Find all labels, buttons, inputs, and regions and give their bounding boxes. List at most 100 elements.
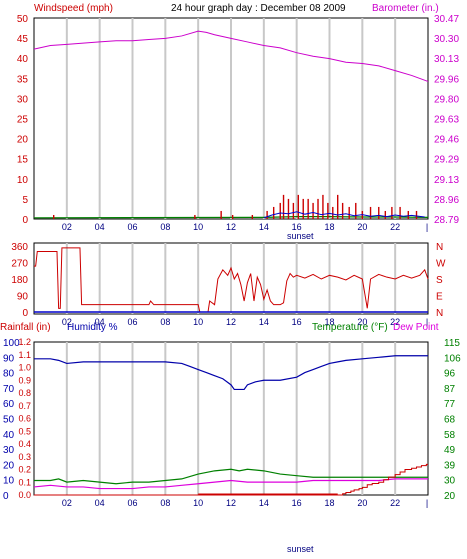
temperature-tick-label: 87: [444, 384, 456, 395]
humidity-axis-label: Humidity %: [67, 322, 118, 333]
baro-tick-label: 29.63: [434, 115, 459, 126]
wind-tick-label: 20: [17, 135, 29, 146]
sunset-label-top: sunset: [287, 231, 314, 241]
x-tick-label: 22: [390, 498, 400, 508]
temperature-tick-label: 30: [444, 476, 456, 487]
humidity-tick-label: 90: [3, 353, 15, 364]
x-tick-label: 18: [324, 498, 334, 508]
baro-tick-label: 29.46: [434, 135, 459, 146]
x-tick-label: 06: [127, 222, 137, 232]
rain-tick-label: 1.0: [18, 363, 31, 373]
compass-tick-label: N: [436, 308, 443, 319]
x-tick-label: 14: [259, 317, 269, 327]
wind-tick-label: 25: [17, 115, 29, 126]
x-tick-label: 16: [292, 222, 302, 232]
graph-title: 24 hour graph day : December 08 2009: [171, 3, 346, 14]
wind-tick-label: 35: [17, 74, 29, 85]
compass-tick-label: E: [436, 292, 443, 303]
wind-tick-label: 40: [17, 54, 29, 65]
rain-tick-label: 1.1: [18, 350, 31, 360]
rain-tick-label: 1.2: [18, 337, 31, 347]
direction-tick-label: 0: [22, 308, 28, 319]
baro-tick-label: 29.80: [434, 94, 459, 105]
wind-tick-label: 0: [22, 215, 28, 226]
direction-tick-label: 90: [17, 292, 29, 303]
rain-tick-label: 0.6: [18, 414, 31, 424]
baro-tick-label: 29.29: [434, 155, 459, 166]
humidity-line: [34, 355, 428, 391]
baro-tick-label: 30.13: [434, 54, 459, 65]
x-tick-end: |: [426, 317, 428, 327]
compass-tick-label: S: [436, 275, 443, 286]
sunset-label-bottom: sunset: [287, 544, 314, 554]
temperature-tick-label: 115: [444, 338, 460, 349]
baro-tick-label: 28.96: [434, 195, 459, 206]
wind-tick-label: 45: [17, 34, 29, 45]
x-tick-label: 04: [95, 498, 105, 508]
baro-tick-label: 30.47: [434, 14, 459, 25]
x-tick-end: |: [426, 222, 428, 232]
x-tick-label: 20: [357, 222, 367, 232]
x-tick-label: 10: [193, 317, 203, 327]
rain-tick-label: 0.1: [18, 477, 31, 487]
x-tick-label: 06: [127, 498, 137, 508]
direction-tick-label: 180: [11, 275, 28, 286]
rainfall-step-line: [34, 463, 428, 496]
barometer-axis-label: Barometer (in.): [372, 3, 439, 14]
dewpoint-line: [33, 478, 428, 490]
x-tick-label: 08: [160, 222, 170, 232]
wind-tick-label: 5: [22, 195, 28, 206]
x-tick-label: 10: [193, 222, 203, 232]
x-tick-label: 04: [95, 317, 105, 327]
wind-tick-label: 50: [17, 14, 29, 25]
x-tick-label: 08: [160, 498, 170, 508]
x-tick-label: 18: [324, 222, 334, 232]
temperature-tick-label: 49: [444, 445, 456, 456]
x-tick-label: 12: [226, 317, 236, 327]
humidity-tick-label: 100: [3, 338, 20, 349]
direction-tick-label: 360: [11, 242, 28, 253]
x-tick-label: 18: [324, 317, 334, 327]
x-tick-label: 02: [62, 498, 72, 508]
x-tick-label: 14: [259, 498, 269, 508]
temperature-tick-label: 20: [444, 491, 456, 502]
temperature-tick-label: 39: [444, 460, 456, 471]
humidity-tick-label: 10: [3, 476, 15, 487]
temperature-tick-label: 58: [444, 430, 456, 441]
x-tick-end: |: [426, 498, 428, 508]
windspeed-axis-label: Windspeed (mph): [34, 3, 113, 14]
x-tick-label: 20: [357, 498, 367, 508]
wind-tick-label: 15: [17, 155, 29, 166]
temperature-tick-label: 77: [444, 399, 456, 410]
temperature-line: [34, 468, 428, 485]
x-tick-label: 22: [390, 222, 400, 232]
x-tick-label: 20: [357, 317, 367, 327]
compass-tick-label: N: [436, 242, 443, 253]
baro-tick-label: 28.79: [434, 215, 459, 226]
x-tick-label: 08: [160, 317, 170, 327]
data-series: [33, 30, 429, 496]
baro-tick-label: 30.30: [434, 34, 459, 45]
x-tick-label: 12: [226, 498, 236, 508]
humidity-tick-label: 70: [3, 384, 15, 395]
wind-tick-label: 30: [17, 94, 29, 105]
rain-tick-label: 0.3: [18, 452, 31, 462]
x-tick-label: 16: [292, 498, 302, 508]
barometer-line: [33, 30, 429, 82]
wind-tick-label: 10: [17, 175, 29, 186]
rain-tick-label: 0.8: [18, 388, 31, 398]
x-tick-label: 14: [259, 222, 269, 232]
axis-ticks: 02 04 06 08 10 12 14 16 18 20 22 | 02 04 06 08 10 12 14 16 1…: [3, 14, 461, 508]
x-tick-label: 02: [62, 222, 72, 232]
rain-tick-label: 0.0: [18, 490, 31, 500]
humidity-tick-label: 80: [3, 369, 15, 380]
x-tick-label: 16: [292, 317, 302, 327]
x-tick-label: 04: [95, 222, 105, 232]
humidity-tick-label: 50: [3, 415, 15, 426]
grid-lines: [65, 18, 397, 495]
temperature-tick-label: 68: [444, 415, 456, 426]
humidity-tick-label: 30: [3, 445, 15, 456]
gust-line: [263, 211, 425, 219]
